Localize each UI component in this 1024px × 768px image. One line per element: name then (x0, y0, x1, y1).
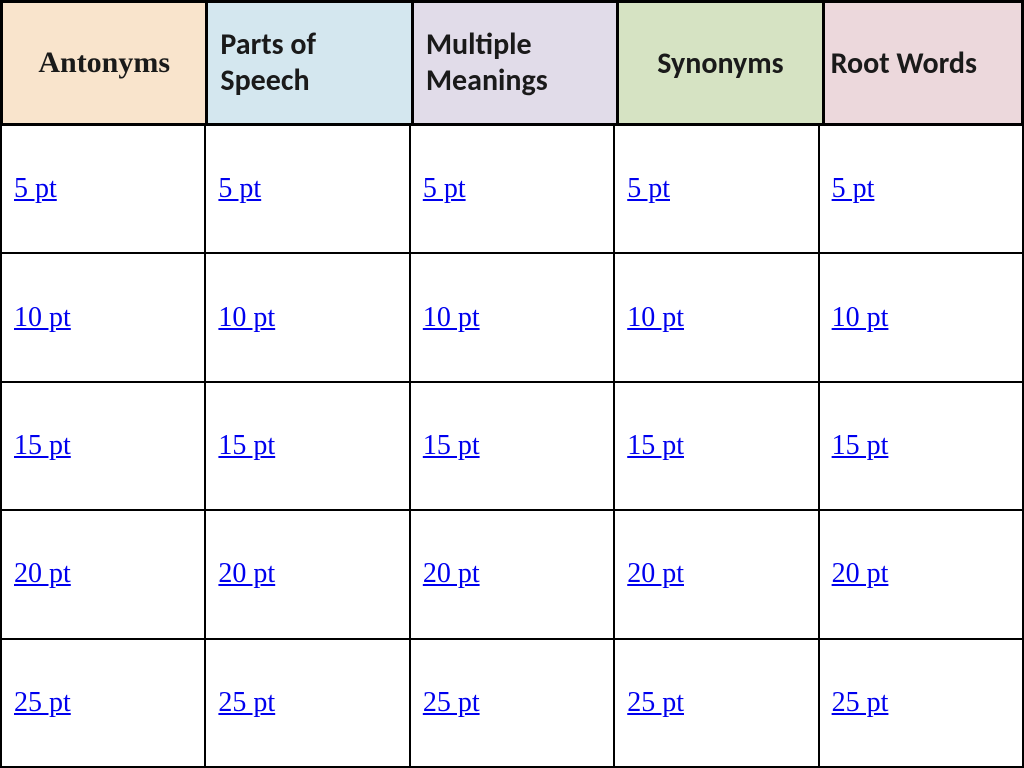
point-link-parts-of-speech-20[interactable]: 20 pt (218, 558, 275, 590)
point-link-root-words-20[interactable]: 20 pt (832, 558, 889, 590)
point-cell: 15 pt (613, 383, 817, 511)
point-link-root-words-5[interactable]: 5 pt (832, 173, 875, 205)
point-cell: 10 pt (818, 254, 1024, 382)
point-link-parts-of-speech-10[interactable]: 10 pt (218, 302, 275, 334)
point-link-root-words-10[interactable]: 10 pt (832, 302, 889, 334)
point-cell: 15 pt (204, 383, 408, 511)
point-cell: 10 pt (204, 254, 408, 382)
point-cell: 10 pt (0, 254, 204, 382)
category-header-multiple-meanings: Multiple Meanings (411, 3, 616, 123)
point-link-synonyms-25[interactable]: 25 pt (627, 687, 684, 719)
point-link-synonyms-15[interactable]: 15 pt (627, 430, 684, 462)
point-cell: 25 pt (818, 640, 1024, 768)
category-header-root-words: Root Words (822, 3, 1024, 123)
point-cell: 20 pt (204, 511, 408, 639)
point-link-multiple-meanings-20[interactable]: 20 pt (423, 558, 480, 590)
category-header-synonyms: Synonyms (616, 3, 821, 123)
point-link-antonyms-10[interactable]: 10 pt (14, 302, 71, 334)
point-link-parts-of-speech-25[interactable]: 25 pt (218, 687, 275, 719)
point-cell: 5 pt (0, 126, 204, 254)
point-link-parts-of-speech-5[interactable]: 5 pt (218, 173, 261, 205)
point-cell: 25 pt (204, 640, 408, 768)
point-link-multiple-meanings-25[interactable]: 25 pt (423, 687, 480, 719)
point-cell: 5 pt (409, 126, 613, 254)
point-cell: 15 pt (409, 383, 613, 511)
point-link-multiple-meanings-5[interactable]: 5 pt (423, 173, 466, 205)
point-cell: 15 pt (0, 383, 204, 511)
category-label: Root Words (831, 45, 977, 82)
category-label: Synonyms (657, 45, 783, 82)
point-link-root-words-25[interactable]: 25 pt (832, 687, 889, 719)
point-link-antonyms-5[interactable]: 5 pt (14, 173, 57, 205)
jeopardy-board: Antonyms Parts of Speech Multiple Meanin… (0, 0, 1024, 768)
point-link-multiple-meanings-10[interactable]: 10 pt (423, 302, 480, 334)
point-row: 15 pt 15 pt 15 pt 15 pt 15 pt (0, 383, 1024, 511)
point-link-root-words-15[interactable]: 15 pt (832, 430, 889, 462)
point-row: 10 pt 10 pt 10 pt 10 pt 10 pt (0, 254, 1024, 382)
points-grid: 5 pt 5 pt 5 pt 5 pt 5 pt 10 pt 10 pt 10 … (0, 126, 1024, 768)
point-link-antonyms-15[interactable]: 15 pt (14, 430, 71, 462)
category-header-row: Antonyms Parts of Speech Multiple Meanin… (0, 0, 1024, 126)
point-row: 25 pt 25 pt 25 pt 25 pt 25 pt (0, 640, 1024, 768)
category-label: Antonyms (38, 46, 170, 80)
point-link-antonyms-25[interactable]: 25 pt (14, 687, 71, 719)
point-cell: 20 pt (0, 511, 204, 639)
point-cell: 5 pt (818, 126, 1024, 254)
point-cell: 20 pt (409, 511, 613, 639)
category-label: Multiple Meanings (426, 27, 604, 99)
point-cell: 20 pt (818, 511, 1024, 639)
point-cell: 10 pt (613, 254, 817, 382)
point-link-multiple-meanings-15[interactable]: 15 pt (423, 430, 480, 462)
point-link-parts-of-speech-15[interactable]: 15 pt (218, 430, 275, 462)
point-cell: 10 pt (409, 254, 613, 382)
category-header-parts-of-speech: Parts of Speech (205, 3, 410, 123)
point-link-antonyms-20[interactable]: 20 pt (14, 558, 71, 590)
point-cell: 25 pt (0, 640, 204, 768)
point-cell: 25 pt (613, 640, 817, 768)
point-link-synonyms-5[interactable]: 5 pt (627, 173, 670, 205)
point-link-synonyms-20[interactable]: 20 pt (627, 558, 684, 590)
point-row: 5 pt 5 pt 5 pt 5 pt 5 pt (0, 126, 1024, 254)
category-label: Parts of Speech (220, 27, 398, 99)
point-cell: 5 pt (204, 126, 408, 254)
point-cell: 25 pt (409, 640, 613, 768)
point-cell: 20 pt (613, 511, 817, 639)
point-row: 20 pt 20 pt 20 pt 20 pt 20 pt (0, 511, 1024, 639)
point-cell: 15 pt (818, 383, 1024, 511)
point-link-synonyms-10[interactable]: 10 pt (627, 302, 684, 334)
category-header-antonyms: Antonyms (0, 3, 205, 123)
point-cell: 5 pt (613, 126, 817, 254)
